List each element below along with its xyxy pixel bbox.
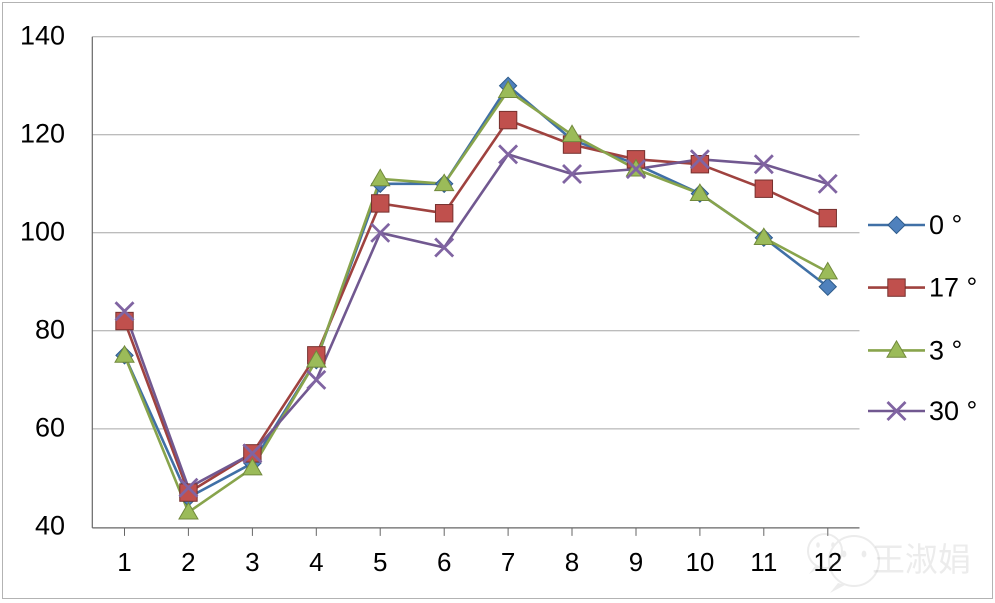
svg-text:40: 40: [35, 510, 65, 540]
svg-text:100: 100: [20, 216, 65, 246]
svg-text:30 °: 30 °: [929, 396, 977, 426]
svg-text:2: 2: [181, 547, 195, 577]
svg-text:7: 7: [501, 547, 515, 577]
svg-text:9: 9: [629, 547, 643, 577]
svg-text:17 °: 17 °: [929, 273, 977, 303]
svg-text:140: 140: [20, 20, 65, 50]
svg-text:60: 60: [35, 412, 65, 442]
svg-text:4: 4: [309, 547, 323, 577]
svg-text:120: 120: [20, 118, 65, 148]
svg-text:0 °: 0 °: [929, 210, 962, 240]
svg-text:3: 3: [245, 547, 259, 577]
svg-text:3 °: 3 °: [929, 335, 962, 365]
svg-text:1: 1: [117, 547, 131, 577]
svg-text:8: 8: [565, 547, 579, 577]
svg-text:11: 11: [750, 547, 777, 577]
svg-text:6: 6: [437, 547, 451, 577]
svg-text:80: 80: [35, 314, 65, 344]
svg-text:5: 5: [373, 547, 387, 577]
svg-text:10: 10: [685, 547, 714, 577]
svg-text:王淑娟: 王淑娟: [872, 541, 971, 578]
